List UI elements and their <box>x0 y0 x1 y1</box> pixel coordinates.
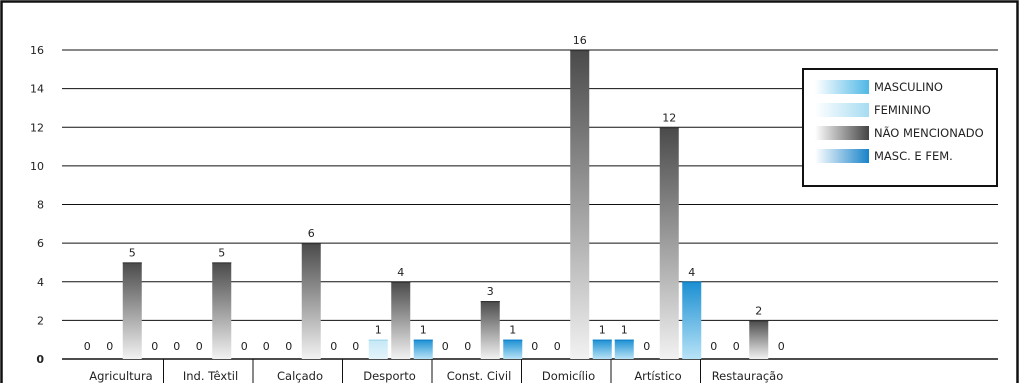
legend-swatch-feminino <box>815 103 869 117</box>
legend-label-nao-mencionado: NÃO MENCIONADO <box>874 125 984 140</box>
y-axis-ticks: 0 2 4 6 8 10 12 14 16 <box>30 44 44 366</box>
data-label: 1 <box>509 324 516 337</box>
data-labels: 0 0 5 0 0 0 5 0 0 0 6 0 0 1 4 1 0 0 3 1 0 0 16 1 1 0 12 4 0 0 2 0 <box>84 34 785 353</box>
category-label-ind-textil: Ind. Têxtil <box>183 369 238 383</box>
data-label: 0 <box>263 340 270 353</box>
y-tick-label: 16 <box>30 44 44 57</box>
data-label: 6 <box>308 227 315 240</box>
category-label-const-civil: Const. Civil <box>447 369 512 383</box>
data-label: 1 <box>420 324 427 337</box>
data-label: 0 <box>285 340 292 353</box>
bar-nao-mencionado-restauracao <box>749 320 769 359</box>
data-label: 0 <box>442 340 449 353</box>
data-label: 0 <box>643 340 650 353</box>
bar-nao-mencionado-domicilio <box>570 50 590 359</box>
bar-nao-mencionado-calcado <box>301 243 321 359</box>
data-label: 1 <box>621 324 628 337</box>
legend-label-masculino: MASCULINO <box>874 80 943 94</box>
legend-swatch-nao-mencionado <box>815 126 869 140</box>
legend: MASCULINO FEMININO NÃO MENCIONADO MASC. E F… <box>802 68 998 187</box>
data-label: 4 <box>397 266 404 279</box>
bars <box>122 49 769 359</box>
category-label-artistico: Artístico <box>634 369 681 383</box>
bar-nao-mencionado-const-civil <box>480 301 500 359</box>
y-tick-label: 10 <box>30 160 44 173</box>
category-label-desporto: Desporto <box>363 369 416 383</box>
data-label: 4 <box>688 266 695 279</box>
bar-nao-mencionado-ind-textil <box>212 262 232 359</box>
data-label: 0 <box>241 340 248 353</box>
data-label: 1 <box>599 324 606 337</box>
legend-swatch-masc-e-fem <box>815 149 869 163</box>
legend-label-feminino: FEMININO <box>874 103 931 117</box>
category-axis: Agricultura Ind. Têxtil Calçado Desporto Con… <box>89 359 783 383</box>
data-label: 0 <box>464 340 471 353</box>
data-label: 0 <box>778 340 785 353</box>
category-label-domicilio: Domicílio <box>542 369 595 383</box>
data-label: 0 <box>151 340 158 353</box>
category-label-calcado: Calçado <box>277 369 323 383</box>
y-tick-label: 4 <box>37 276 44 289</box>
y-tick-label: 12 <box>30 121 44 134</box>
y-tick-label: 2 <box>37 314 44 327</box>
bar-masculino-artistico <box>614 339 634 359</box>
y-tick-label: 6 <box>37 237 44 250</box>
data-label: 0 <box>733 340 740 353</box>
bar-nao-mencionado-desporto <box>391 281 411 359</box>
legend-label-masc-e-fem: MASC. E FEM. <box>874 149 953 163</box>
category-label-agricultura: Agricultura <box>89 369 152 383</box>
data-label: 16 <box>573 34 587 47</box>
data-label: 0 <box>531 340 538 353</box>
data-label: 0 <box>352 340 359 353</box>
data-label: 0 <box>196 340 203 353</box>
data-label: 1 <box>375 324 382 337</box>
legend-swatch-masculino <box>815 80 869 94</box>
data-label: 0 <box>84 340 91 353</box>
data-label: 12 <box>662 111 676 124</box>
data-label: 0 <box>330 340 337 353</box>
bar-masc-e-fem-const-civil <box>503 339 523 359</box>
y-tick-label: 0 <box>36 353 44 366</box>
data-label: 5 <box>218 246 225 259</box>
data-label: 2 <box>755 304 762 317</box>
data-label: 5 <box>129 246 136 259</box>
y-tick-label: 8 <box>37 199 44 212</box>
data-label: 0 <box>710 340 717 353</box>
data-label: 0 <box>173 340 180 353</box>
bar-masc-e-fem-artistico <box>682 281 702 359</box>
category-label-restauracao: Restauração <box>712 369 784 383</box>
data-label: 0 <box>554 340 561 353</box>
bar-nao-mencionado-agricultura <box>122 262 142 359</box>
y-tick-label: 14 <box>30 83 44 96</box>
bar-feminino-desporto <box>368 339 388 359</box>
bar-masc-e-fem-desporto <box>413 339 433 359</box>
data-label: 0 <box>106 340 113 353</box>
bar-masc-e-fem-domicilio <box>592 339 612 359</box>
bar-nao-mencionado-artistico <box>659 127 679 359</box>
data-label: 3 <box>487 285 494 298</box>
